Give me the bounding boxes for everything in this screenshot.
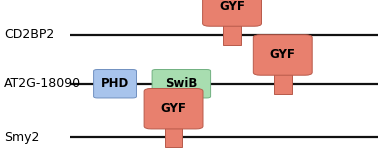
FancyBboxPatch shape xyxy=(152,70,211,98)
Text: GYF: GYF xyxy=(161,102,186,115)
Text: CD2BP2: CD2BP2 xyxy=(4,28,54,41)
Bar xyxy=(224,21,240,24)
FancyBboxPatch shape xyxy=(144,88,203,129)
Text: GYF: GYF xyxy=(270,49,296,61)
Bar xyxy=(223,23,241,45)
FancyBboxPatch shape xyxy=(203,0,261,26)
FancyBboxPatch shape xyxy=(94,70,136,98)
Text: Smy2: Smy2 xyxy=(4,131,39,144)
Text: AT2G-18090: AT2G-18090 xyxy=(4,77,81,90)
Bar xyxy=(275,70,291,73)
Text: PHD: PHD xyxy=(101,77,129,90)
Bar xyxy=(274,72,292,94)
Text: GYF: GYF xyxy=(219,0,245,12)
Bar xyxy=(165,125,182,147)
FancyBboxPatch shape xyxy=(254,35,312,75)
Bar xyxy=(166,124,181,127)
Text: SwiB: SwiB xyxy=(165,77,198,90)
